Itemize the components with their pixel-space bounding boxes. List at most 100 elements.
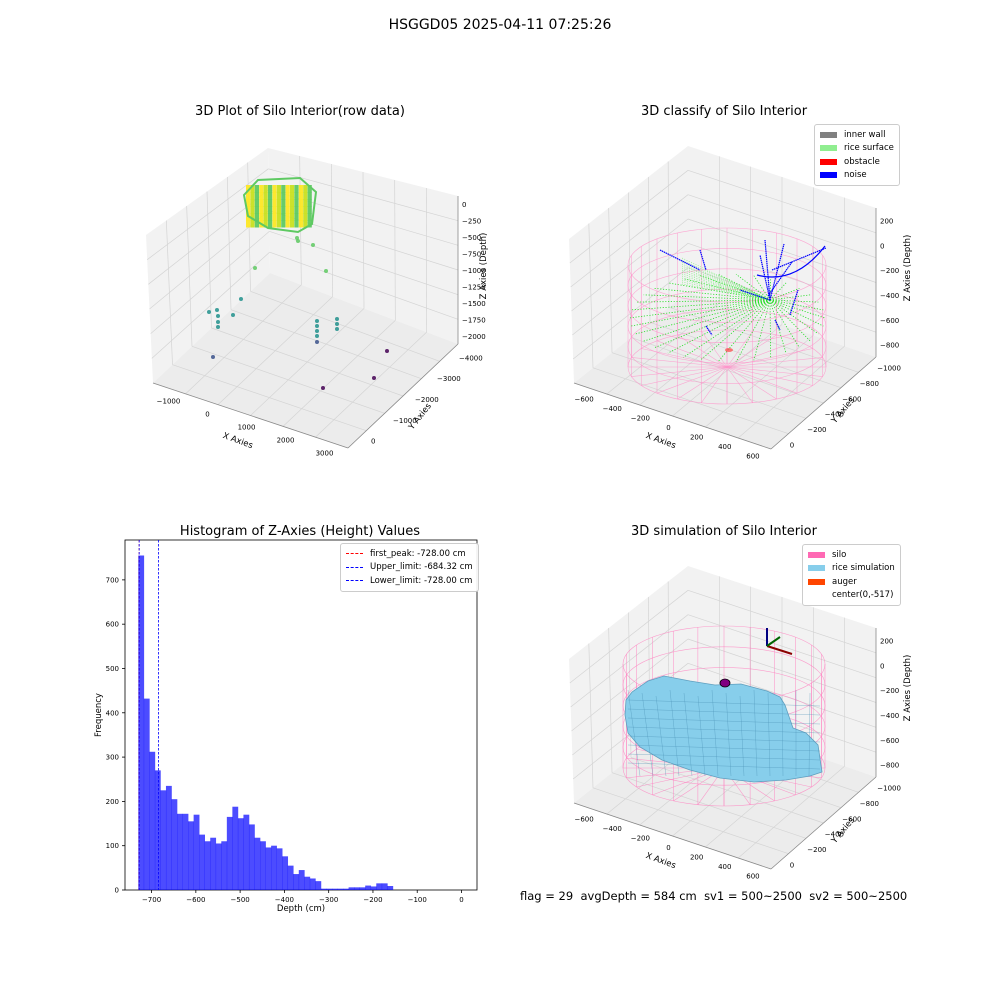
grid-line [569, 590, 689, 684]
rice-surface-ray [681, 259, 771, 301]
raw-point-cluster [268, 199, 273, 207]
raw-point-cluster [272, 185, 277, 193]
rice-surface-ray [735, 299, 771, 363]
y-axis-line [347, 343, 459, 449]
raw-data-point [207, 310, 211, 314]
x-tick-label: 600 [746, 452, 759, 460]
raw-data-point [253, 266, 257, 270]
histogram-bar [337, 888, 344, 890]
rice-surface-ray [753, 299, 771, 361]
panel1-raw-3d: −1000 0 1000 2000 3000 0 −1000 −2000 −3000 −4000 0… [146, 148, 489, 458]
legend-label: auger [832, 576, 857, 587]
raw-data-point [216, 325, 220, 329]
mesh-line [697, 695, 706, 777]
raw-point-cluster [294, 213, 299, 221]
panel1-title: 3D Plot of Silo Interior(row data) [195, 104, 405, 119]
raw-point-cluster [294, 185, 299, 193]
histogram-bar [182, 813, 189, 890]
legend-swatch [820, 158, 837, 165]
raw-point-cluster [276, 220, 281, 228]
pane-floor [574, 292, 876, 449]
rice-surface-ray [681, 275, 771, 301]
noise-stroke [764, 239, 771, 301]
x-tick-label: −600 [574, 396, 593, 404]
raw-point-cluster [281, 199, 286, 207]
histogram-bar [331, 888, 338, 890]
legend-entry: first_peak: -728.00 cm [346, 547, 473, 561]
x-tick-label: −100 [408, 896, 427, 904]
y-tick-label: −1000 [877, 365, 901, 373]
noise-stroke [705, 325, 713, 336]
x-tick-label: 600 [746, 872, 759, 880]
raw-data-point [315, 319, 319, 323]
histogram-bar [387, 886, 394, 890]
rice-surface-ray [769, 282, 787, 301]
panel4-title: 3D simulation of Silo Interior [631, 524, 817, 539]
raw-point-cluster [268, 220, 273, 228]
mesh-line [627, 717, 821, 725]
raw-point-cluster [294, 220, 299, 228]
legend-swatch [808, 578, 825, 585]
histogram-bar [243, 814, 250, 890]
raw-data-point [315, 334, 319, 338]
z-tick-label: −250 [462, 218, 481, 226]
raw-point-cluster [298, 213, 303, 221]
x-axis-label: X Axies [221, 431, 254, 451]
legend-label: rice surface [844, 143, 894, 154]
legend-label: Lower_limit: -728.00 cm [370, 575, 473, 586]
raw-point-cluster [290, 220, 295, 228]
legend-label: Upper_limit: -684.32 cm [370, 562, 473, 573]
raw-point-cluster [250, 199, 255, 207]
raw-point-cluster [298, 220, 303, 228]
z-tick-label: 0 [880, 662, 884, 670]
silo-spoke [726, 348, 813, 368]
rice-surface-ray [681, 263, 771, 301]
histogram-bar [154, 770, 161, 890]
x-tick-label: −400 [603, 405, 622, 413]
raw-data-point [321, 386, 325, 390]
y-axis-line [770, 776, 877, 870]
y-tick-label: 100 [106, 842, 119, 850]
z-tick-label: −400 [880, 292, 899, 300]
raw-point-cluster [276, 213, 281, 221]
obstacle-points [725, 348, 733, 352]
raw-point-cluster [281, 220, 286, 228]
histogram-bar [138, 555, 145, 890]
y-tick-label: −4000 [459, 354, 483, 362]
y-tick-label: −3000 [437, 375, 461, 383]
pane-floor [153, 273, 458, 448]
raw-point-cluster [303, 192, 308, 200]
raw-point-cluster [307, 213, 312, 221]
x-tick-label: 400 [718, 443, 731, 451]
y-tick-label: 0 [790, 441, 794, 449]
rice-surface-ray [681, 271, 771, 301]
legend-entry: Upper_limit: -684.32 cm [346, 561, 473, 575]
histogram-bar [171, 799, 178, 890]
x-tick-label: −500 [231, 896, 250, 904]
legend-entry: rice simulation [808, 562, 895, 576]
raw-point-cluster [307, 185, 312, 193]
legend-swatch [808, 565, 825, 572]
z-tick-label: −200 [880, 267, 899, 275]
legend-entry: Lower_limit: -728.00 cm [346, 574, 473, 588]
rice-surface-ray [630, 299, 771, 327]
raw-point-cluster [285, 206, 290, 214]
rice-surface-ray [769, 299, 811, 342]
raw-point-cluster [250, 206, 255, 214]
silo-spoke [726, 366, 823, 377]
panel2-classify-3d: −600 −400 −200 0 200 400 600 0 −200 −400 −600 −800 −… [569, 146, 913, 460]
rice-surface-ray [681, 277, 771, 301]
mesh-line [808, 692, 811, 777]
raw-data-point [311, 243, 315, 247]
raw-point-cluster [268, 185, 273, 193]
y-tick-label: 0 [790, 861, 794, 869]
raw-point-cluster [254, 206, 259, 214]
rice-surface-ray [769, 299, 824, 311]
silo-spoke [726, 340, 798, 368]
mesh-line [627, 699, 821, 707]
legend-swatch [820, 131, 837, 138]
histogram-bar [149, 751, 156, 890]
rice-surface-ray [769, 287, 800, 301]
legend-label: first_peak: -728.00 cm [370, 548, 466, 559]
rice-surface-ray [667, 282, 771, 301]
